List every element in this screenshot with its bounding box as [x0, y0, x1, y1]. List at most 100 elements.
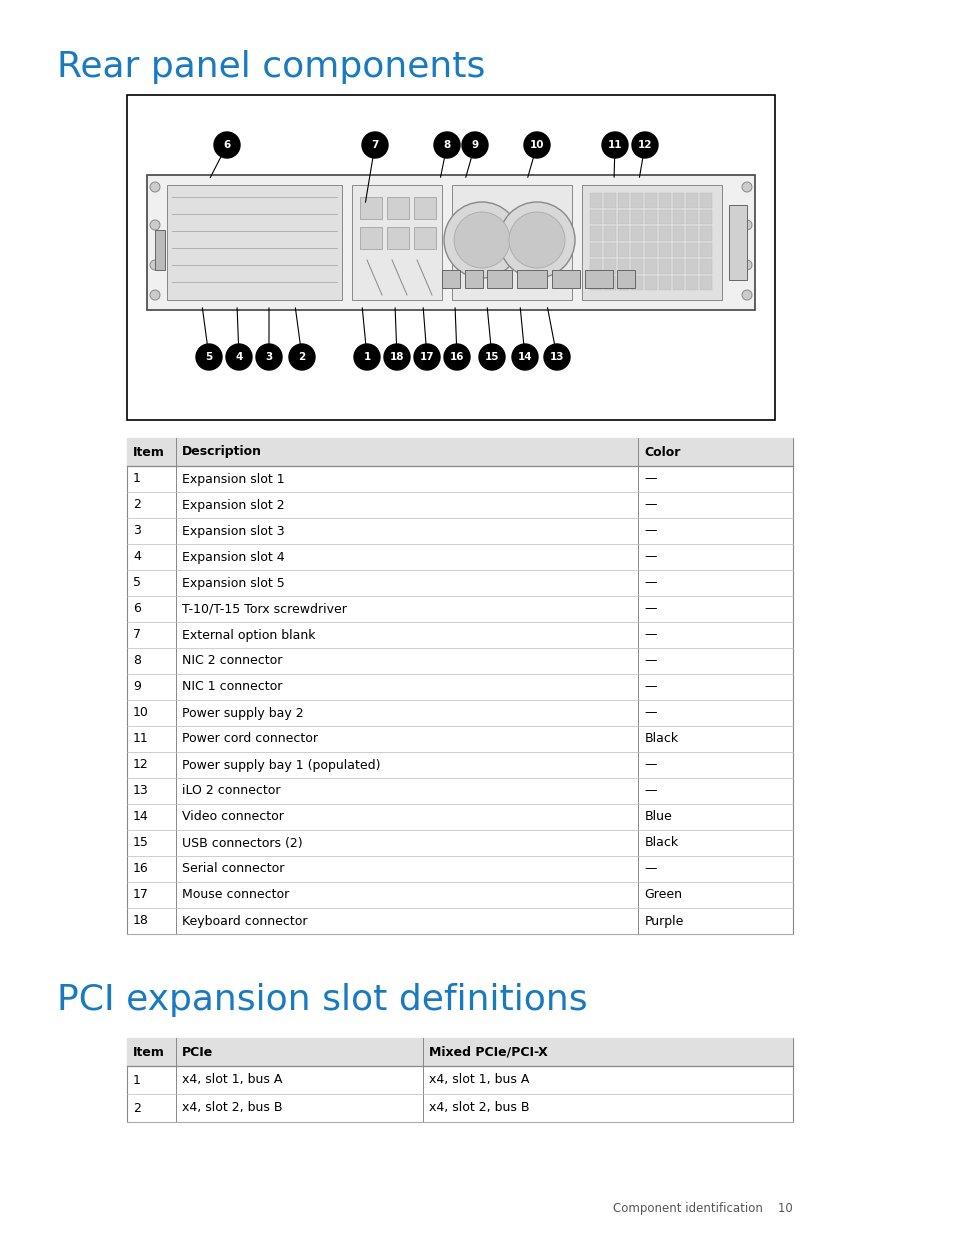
Text: 14: 14	[517, 352, 532, 362]
Bar	[127, 438, 792, 934]
Text: Power supply bay 1 (populated): Power supply bay 1 (populated)	[182, 758, 380, 772]
Circle shape	[354, 345, 379, 370]
Bar	[686, 242, 698, 257]
Bar	[517, 270, 546, 288]
Bar	[700, 275, 711, 290]
Bar	[617, 193, 629, 207]
Text: 15: 15	[132, 836, 149, 850]
Text: —: —	[644, 784, 657, 798]
Text: —: —	[644, 525, 657, 537]
Text: x4, slot 2, bus B: x4, slot 2, bus B	[182, 1102, 282, 1114]
Text: Video connector: Video connector	[182, 810, 284, 824]
Text: —: —	[644, 577, 657, 589]
Text: 16: 16	[449, 352, 464, 362]
Text: —: —	[644, 680, 657, 694]
Bar	[644, 210, 657, 224]
Bar	[581, 185, 721, 300]
Text: —: —	[644, 551, 657, 563]
Bar	[659, 193, 670, 207]
Text: —: —	[644, 473, 657, 485]
Bar	[589, 259, 601, 273]
Bar	[154, 230, 165, 270]
Circle shape	[443, 345, 470, 370]
Bar	[686, 275, 698, 290]
Text: 13: 13	[132, 784, 149, 798]
Bar	[617, 210, 629, 224]
Text: 11: 11	[607, 140, 621, 149]
Text: Blue: Blue	[644, 810, 672, 824]
Bar	[617, 242, 629, 257]
Bar	[672, 275, 683, 290]
Text: 1: 1	[363, 352, 370, 362]
Bar	[589, 275, 601, 290]
Text: 8: 8	[132, 655, 141, 667]
Circle shape	[741, 290, 751, 300]
Bar	[167, 185, 341, 300]
Bar	[644, 275, 657, 290]
Text: Rear panel components: Rear panel components	[57, 49, 485, 84]
Bar	[644, 259, 657, 273]
Circle shape	[478, 345, 504, 370]
Text: 10: 10	[132, 706, 149, 720]
Text: Expansion slot 5: Expansion slot 5	[182, 577, 285, 589]
Bar	[644, 226, 657, 241]
Text: —: —	[644, 629, 657, 641]
Text: Power cord connector: Power cord connector	[182, 732, 318, 746]
Text: 4: 4	[132, 551, 141, 563]
Text: x4, slot 2, bus B: x4, slot 2, bus B	[428, 1102, 529, 1114]
Text: 12: 12	[638, 140, 652, 149]
Circle shape	[523, 132, 550, 158]
Circle shape	[631, 132, 658, 158]
Bar	[589, 226, 601, 241]
Text: Expansion slot 1: Expansion slot 1	[182, 473, 285, 485]
Text: —: —	[644, 603, 657, 615]
Text: 9: 9	[471, 140, 478, 149]
Text: Green: Green	[644, 888, 681, 902]
Text: 1: 1	[132, 473, 141, 485]
Circle shape	[461, 132, 488, 158]
Bar	[603, 193, 615, 207]
Text: —: —	[644, 758, 657, 772]
Text: 3: 3	[132, 525, 141, 537]
Text: External option blank: External option blank	[182, 629, 315, 641]
Text: Black: Black	[644, 836, 678, 850]
Text: 10: 10	[529, 140, 543, 149]
Circle shape	[195, 345, 222, 370]
Bar	[603, 242, 615, 257]
Text: 6: 6	[132, 603, 141, 615]
Bar	[359, 227, 381, 249]
Text: 7: 7	[371, 140, 378, 149]
Bar	[617, 226, 629, 241]
Bar	[686, 193, 698, 207]
Circle shape	[384, 345, 410, 370]
Bar	[584, 270, 613, 288]
Circle shape	[414, 345, 439, 370]
Text: 1: 1	[132, 1073, 141, 1087]
Bar	[603, 210, 615, 224]
Bar	[414, 227, 436, 249]
Circle shape	[434, 132, 459, 158]
Circle shape	[498, 203, 575, 278]
Text: 16: 16	[132, 862, 149, 876]
Text: 12: 12	[132, 758, 149, 772]
Bar	[644, 242, 657, 257]
Text: Component identification    10: Component identification 10	[613, 1202, 792, 1215]
Circle shape	[361, 132, 388, 158]
Text: 8: 8	[443, 140, 450, 149]
Text: Item: Item	[132, 1046, 165, 1058]
Text: 18: 18	[132, 914, 149, 927]
Text: 18: 18	[390, 352, 404, 362]
Text: Black: Black	[644, 732, 678, 746]
Text: Expansion slot 2: Expansion slot 2	[182, 499, 285, 511]
Circle shape	[509, 212, 564, 268]
Text: 4: 4	[235, 352, 242, 362]
Text: 14: 14	[132, 810, 149, 824]
Bar	[700, 226, 711, 241]
Text: Color: Color	[644, 446, 680, 458]
Text: PCI expansion slot definitions: PCI expansion slot definitions	[57, 983, 587, 1016]
Bar	[686, 259, 698, 273]
Circle shape	[741, 182, 751, 191]
Bar	[672, 193, 683, 207]
Circle shape	[226, 345, 252, 370]
Text: 11: 11	[132, 732, 149, 746]
